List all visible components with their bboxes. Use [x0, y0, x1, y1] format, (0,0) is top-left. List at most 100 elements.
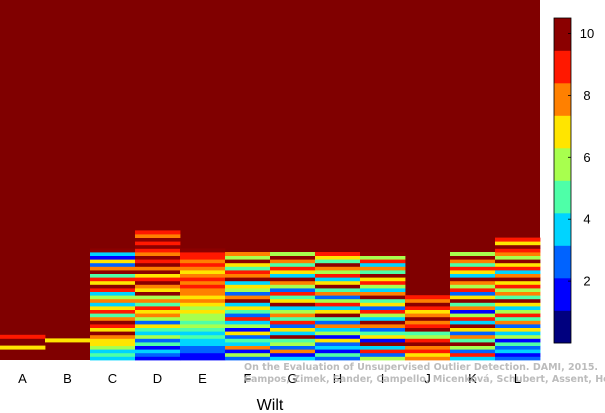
heatmap-cell	[135, 244, 181, 249]
heatmap-cell	[360, 316, 406, 321]
heatmap-cell	[315, 320, 361, 325]
heatmap-cell	[270, 255, 316, 260]
heatmap-cell	[180, 306, 226, 310]
heatmap-cell	[450, 324, 496, 328]
x-tick-label: G	[287, 371, 297, 386]
heatmap-cell	[135, 352, 181, 357]
heatmap-cell	[495, 345, 541, 350]
x-axis-label: Wilt	[257, 397, 284, 413]
heatmap-cell	[405, 352, 451, 357]
heatmap-cell	[0, 262, 46, 267]
heatmap-cell	[225, 259, 271, 264]
heatmap-cell	[270, 266, 316, 271]
heatmap-cell	[405, 349, 451, 354]
heatmap-cell	[405, 306, 451, 310]
heatmap-cell	[495, 349, 541, 354]
heatmap-cell	[45, 284, 91, 289]
heatmap-cell	[270, 313, 316, 318]
heatmap-cell	[495, 334, 541, 339]
heatmap-cell	[135, 316, 181, 321]
heatmap-cell	[495, 273, 541, 278]
heatmap-cell	[135, 349, 181, 354]
colorbar-tick-label: 6	[583, 150, 590, 165]
heatmap-cell	[450, 334, 496, 339]
heatmap-cell	[315, 273, 361, 278]
heatmap-cell	[135, 262, 181, 267]
x-tick-label: J	[424, 371, 431, 386]
heatmap-cell	[225, 298, 271, 303]
heatmap-cell	[90, 302, 136, 307]
heatmap-cell	[90, 331, 136, 336]
heatmap-cell	[180, 313, 226, 318]
heatmap-cell	[315, 352, 361, 357]
heatmap-cell	[315, 316, 361, 321]
heatmap-cell	[135, 255, 181, 260]
heatmap-cell	[135, 306, 181, 310]
heatmap-cell	[90, 288, 136, 292]
heatmap-cell	[495, 259, 541, 264]
heatmap-cell	[360, 334, 406, 339]
heatmap-cell	[360, 291, 406, 296]
heatmap-cell	[360, 313, 406, 318]
heatmap-cell	[405, 338, 451, 343]
heatmap-cell	[360, 324, 406, 328]
heatmap-cell	[135, 338, 181, 343]
heatmap-cell	[90, 262, 136, 267]
heatmap-cell	[360, 284, 406, 289]
heatmap-cell	[495, 252, 541, 256]
heatmap-cell	[0, 284, 46, 289]
heatmap-cell	[45, 291, 91, 296]
x-tick-label: I	[381, 371, 385, 386]
heatmap-cell	[360, 295, 406, 300]
heatmap-cell	[225, 345, 271, 350]
heatmap-cell	[405, 316, 451, 321]
heatmap-cell	[180, 331, 226, 336]
colorbar-segment	[554, 310, 571, 344]
heatmap-cell	[270, 280, 316, 285]
colorbar-tick-label: 2	[583, 274, 590, 289]
heatmap-cell	[90, 266, 136, 271]
heatmap-cell	[495, 316, 541, 321]
heatmap-cell	[315, 309, 361, 314]
watermark-line-1: On the Evaluation of Unsupervised Outlie…	[244, 362, 598, 373]
x-tick-label: D	[153, 371, 162, 386]
colorbar-segment	[554, 115, 571, 149]
heatmap-cell	[180, 284, 226, 289]
heatmap-cell	[135, 327, 181, 332]
heatmap-cell	[450, 331, 496, 336]
heatmap-cell	[270, 291, 316, 296]
heatmap-cell	[495, 262, 541, 267]
heatmap-cell	[135, 309, 181, 314]
heatmap-cell	[360, 262, 406, 267]
heatmap-cell	[180, 345, 226, 350]
heatmap-cell	[45, 262, 91, 267]
heatmap-cell	[180, 327, 226, 332]
heatmap-cell	[225, 302, 271, 307]
heatmap-cell	[225, 352, 271, 357]
heatmap-cell	[450, 352, 496, 357]
heatmap-cell	[495, 237, 541, 242]
heatmap-cell	[90, 327, 136, 332]
heatmap-cell	[0, 306, 46, 310]
heatmap-cell	[315, 345, 361, 350]
heatmap-cell	[90, 280, 136, 285]
heatmap-cell	[495, 241, 541, 246]
heatmap-cell	[450, 273, 496, 278]
heatmap-cell	[180, 324, 226, 328]
heatmap-cell	[225, 252, 271, 256]
heatmap-cell	[135, 345, 181, 350]
heatmap-cell	[0, 334, 46, 339]
heatmap-cell	[135, 288, 181, 292]
heatmap-cell	[225, 342, 271, 346]
heatmap-cell	[360, 302, 406, 307]
heatmap-cell	[135, 270, 181, 274]
heatmap-cell	[0, 345, 46, 350]
heatmap-cell	[180, 342, 226, 346]
heatmap-cell	[90, 284, 136, 289]
heatmap-cell	[135, 266, 181, 271]
heatmap-cell	[225, 255, 271, 260]
heatmap-cell	[405, 313, 451, 318]
heatmap-cell	[270, 338, 316, 343]
heatmap-cell	[450, 262, 496, 267]
heatmap-cell	[90, 270, 136, 274]
